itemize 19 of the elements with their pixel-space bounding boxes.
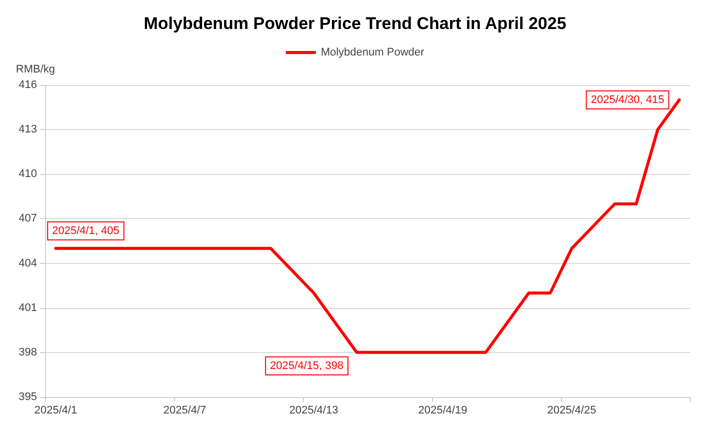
y-tick-label: 416 bbox=[18, 79, 37, 91]
x-tick-label: 2025/4/19 bbox=[418, 404, 468, 416]
data-label: 2025/4/30, 415 bbox=[590, 94, 664, 106]
legend-label: Molybdenum Powder bbox=[320, 46, 424, 58]
y-tick-label: 398 bbox=[18, 346, 37, 358]
y-tick-label: 413 bbox=[18, 124, 37, 136]
y-tick-label: 404 bbox=[18, 257, 37, 270]
x-tick-label: 2025/4/7 bbox=[163, 404, 206, 416]
y-tick-label: 395 bbox=[18, 391, 37, 403]
x-tick-label: 2025/4/25 bbox=[547, 404, 596, 416]
data-label: 2025/4/15, 398 bbox=[270, 360, 344, 372]
chart-title: Molybdenum Powder Price Trend Chart in April 2025 bbox=[144, 14, 566, 33]
y-tick-label: 410 bbox=[18, 168, 37, 180]
y-axis-title: RMB/kg bbox=[16, 64, 55, 76]
y-tick-label: 401 bbox=[18, 302, 37, 314]
data-label: 2025/4/1, 405 bbox=[52, 224, 120, 237]
x-tick-label: 2025/4/13 bbox=[289, 404, 338, 416]
x-tick-label: 2025/4/1 bbox=[34, 404, 78, 416]
y-tick-label: 407 bbox=[18, 212, 37, 225]
